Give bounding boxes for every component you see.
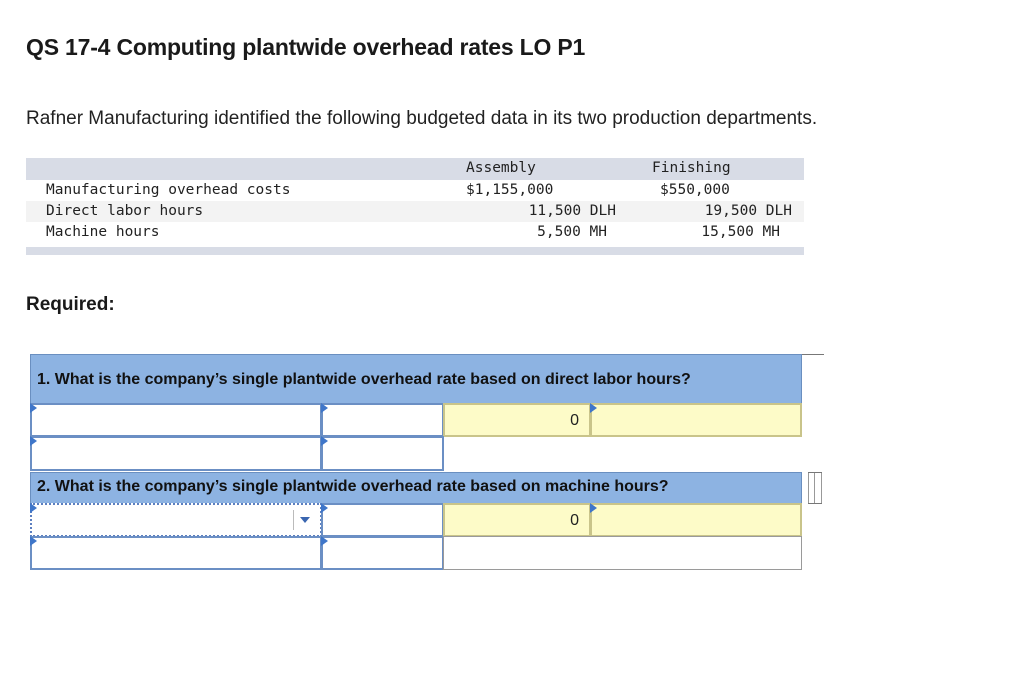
budget-table: Assembly Finishing Manufacturing overhea…	[26, 158, 804, 255]
input-marker-icon	[321, 403, 328, 413]
row-label: Machine hours	[46, 224, 160, 240]
q2-amount-input-2[interactable]	[321, 536, 444, 570]
table-row: Manufacturing overhead costs $1,155,000 …	[26, 180, 804, 201]
input-marker-icon	[321, 536, 328, 546]
q2-result-value: 0	[570, 512, 579, 529]
header-edge-line	[800, 354, 824, 355]
row-label: Direct labor hours	[46, 203, 204, 219]
input-marker-icon	[590, 503, 597, 513]
assembly-overhead: $1,155,000	[466, 182, 554, 198]
input-marker-icon	[30, 536, 37, 546]
q1-result-cell: 0	[443, 403, 591, 437]
q2-label-input-2[interactable]	[30, 536, 322, 570]
table-row: Direct labor hours 11,500 DLH 19,500 DLH	[26, 201, 804, 222]
col-header-assembly: Assembly	[466, 160, 536, 176]
input-marker-icon	[590, 403, 597, 413]
q1-label-input-1[interactable]	[30, 403, 322, 437]
header-edge-line	[808, 472, 809, 504]
required-heading: Required:	[26, 294, 115, 315]
header-edge-line	[821, 472, 822, 504]
input-marker-icon	[30, 403, 37, 413]
finishing-dlh: 19,500 DLH	[704, 203, 792, 219]
q2-result-unit-cell[interactable]	[590, 503, 802, 537]
row-label: Manufacturing overhead costs	[46, 182, 291, 198]
q1-question: 1. What is the company’s single plantwid…	[37, 371, 691, 388]
budget-header-row: Assembly Finishing	[26, 158, 804, 180]
q2-result-cell: 0	[443, 503, 591, 537]
header-edge-line	[808, 503, 822, 504]
q2-question: 2. What is the company’s single plantwid…	[37, 478, 669, 495]
header-edge-line	[808, 472, 822, 473]
finishing-overhead: $550,000	[660, 182, 730, 198]
q2-label-select-1[interactable]	[30, 503, 322, 537]
q2-header: 2. What is the company’s single plantwid…	[30, 472, 802, 504]
assembly-mh: 5,500 MH	[537, 224, 607, 240]
q1-header: 1. What is the company’s single plantwid…	[30, 354, 802, 404]
q2-amount-input-1[interactable]	[321, 503, 444, 537]
q1-result-unit-cell[interactable]	[590, 403, 802, 437]
intro-text: Rafner Manufacturing identified the foll…	[26, 108, 818, 129]
q1-label-input-2[interactable]	[30, 436, 322, 471]
finishing-mh: 15,500 MH	[701, 224, 780, 240]
table-row: Machine hours 5,500 MH 15,500 MH	[26, 222, 804, 243]
chevron-down-icon	[300, 517, 310, 523]
q1-amount-input-2[interactable]	[321, 436, 444, 471]
budget-table-footer	[26, 247, 804, 255]
header-edge-line	[814, 472, 815, 504]
input-marker-icon	[321, 503, 328, 513]
input-marker-icon	[30, 436, 37, 446]
page-title: QS 17-4 Computing plantwide overhead rat…	[26, 34, 586, 60]
input-marker-icon	[321, 436, 328, 446]
dropdown-toggle[interactable]	[293, 510, 316, 530]
q1-result-value: 0	[570, 412, 579, 429]
q2-empty-cell	[443, 536, 802, 570]
assembly-dlh: 11,500 DLH	[528, 203, 616, 219]
col-header-finishing: Finishing	[652, 160, 731, 176]
input-marker-icon	[30, 503, 37, 513]
q1-amount-input-1[interactable]	[321, 403, 444, 437]
